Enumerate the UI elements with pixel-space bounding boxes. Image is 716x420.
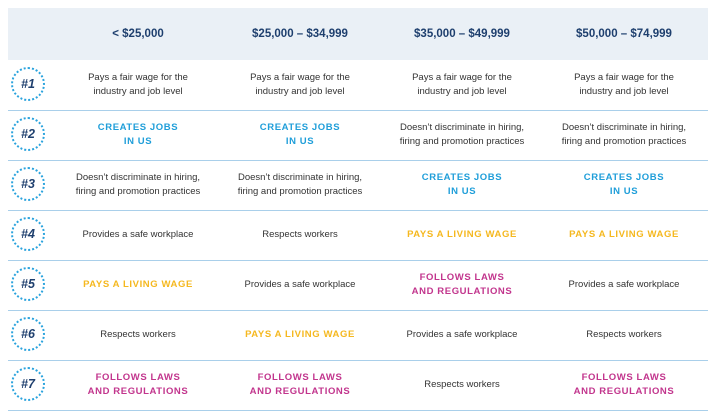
table-cell: Doesn’t discriminate in hiring, firing a…: [75, 172, 201, 197]
table-cell: Pays a fair wage for the industry and jo…: [412, 72, 512, 97]
table-header: [8, 8, 708, 60]
table-row: #4 Provides a safe workplace Respects work…: [8, 210, 708, 261]
rank-badge: #1: [11, 67, 45, 101]
table-cell: CREATES JOBS IN US: [97, 122, 179, 147]
column-header-25k-35k: $25,000 – $34,999: [252, 28, 348, 40]
table-cell: Pays a fair wage for the industry and jo…: [88, 72, 188, 97]
column-header-35k-50k: $35,000 – $49,999: [414, 28, 510, 40]
table-cell: Respects workers: [424, 379, 500, 391]
table-row: #1 Pays a fair wage for the industry and …: [8, 60, 708, 111]
table-cell: CREATES JOBS IN US: [259, 122, 341, 147]
table-cell: Pays a fair wage for the industry and jo…: [574, 72, 674, 97]
table-cell: CREATES JOBS IN US: [583, 172, 665, 197]
table-cell: FOLLOWS LAWS AND REGULATIONS: [87, 372, 189, 397]
rank-badge: #4: [11, 217, 45, 251]
rank-badge: #5: [11, 267, 45, 301]
table-cell: Respects workers: [100, 329, 176, 341]
table-cell: PAYS A LIVING WAGE: [569, 229, 679, 241]
table-cell: Respects workers: [262, 229, 338, 241]
table-cell: Respects workers: [586, 329, 662, 341]
rank-badge: #3: [11, 167, 45, 201]
rank-badge: #2: [11, 117, 45, 151]
table-cell: Doesn’t discriminate in hiring, firing a…: [399, 122, 525, 147]
table-cell: FOLLOWS LAWS AND REGULATIONS: [411, 272, 513, 297]
table-cell: Doesn’t discriminate in hiring, firing a…: [561, 122, 687, 147]
table-row: #5 PAYS A LIVING WAGE Provides a safe work…: [8, 260, 708, 311]
table-cell: PAYS A LIVING WAGE: [245, 329, 355, 341]
table-row: #7 FOLLOWS LAWS AND REGULATIONS FOLLOWS LA…: [8, 360, 708, 411]
table-cell: FOLLOWS LAWS AND REGULATIONS: [573, 372, 675, 397]
table-cell: Doesn’t discriminate in hiring, firing a…: [237, 172, 363, 197]
table-row: #6 Respects workers PAYS A LIVING WAGE Prov…: [8, 310, 708, 361]
table-row: #3 Doesn’t discriminate in hiring, firing…: [8, 160, 708, 211]
table-cell: Pays a fair wage for the industry and jo…: [250, 72, 350, 97]
table-cell: Provides a safe workplace: [244, 279, 356, 291]
table-cell: Provides a safe workplace: [82, 229, 194, 241]
table-cell: Provides a safe workplace: [406, 329, 518, 341]
table-cell: PAYS A LIVING WAGE: [83, 279, 193, 291]
rank-badge: #6: [11, 317, 45, 351]
rank-badge: #7: [11, 367, 45, 401]
table-cell: Provides a safe workplace: [568, 279, 680, 291]
table-cell: PAYS A LIVING WAGE: [407, 229, 517, 241]
table-row: #2 CREATES JOBS IN US CREATES JOBS IN US Do…: [8, 110, 708, 161]
table-cell: FOLLOWS LAWS AND REGULATIONS: [249, 372, 351, 397]
column-header-under-25k: < $25,000: [112, 28, 164, 40]
table-cell: CREATES JOBS IN US: [421, 172, 503, 197]
column-header-50k-75k: $50,000 – $74,999: [576, 28, 672, 40]
